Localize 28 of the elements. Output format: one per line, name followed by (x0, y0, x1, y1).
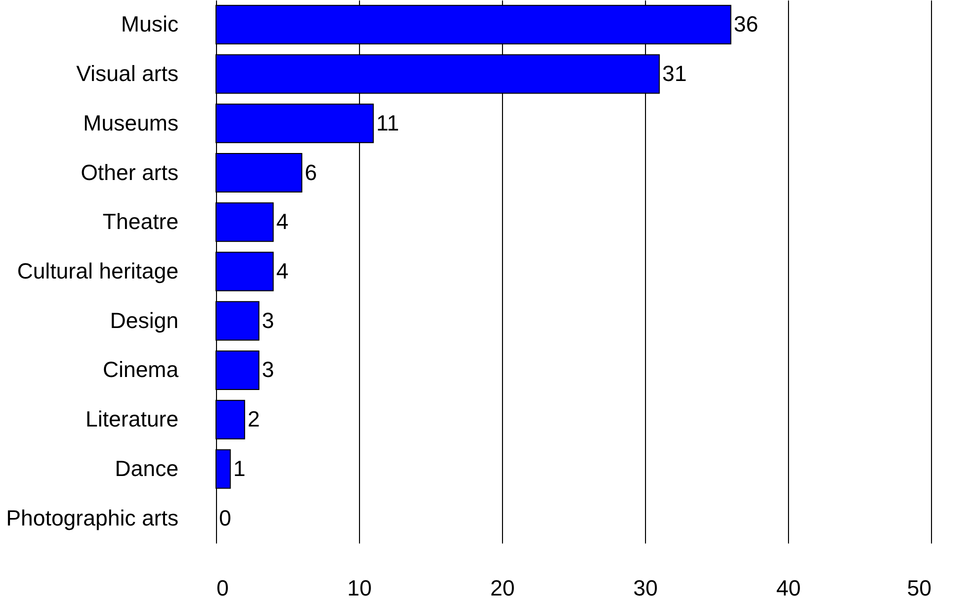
y-tick-label: Dance (114, 456, 178, 481)
y-tick-label: Cinema (102, 357, 180, 382)
x-tick-label: 40 (776, 576, 801, 600)
y-tick-label: Photographic arts (6, 505, 178, 530)
y-tick-label: Cultural heritage (17, 258, 178, 284)
data-label: 6 (304, 160, 318, 185)
y-tick-label: Literature (86, 406, 178, 432)
data-label: 0 (219, 505, 232, 530)
x-tick-label: 30 (633, 576, 658, 600)
y-tick-label: Design (110, 308, 178, 333)
y-tick-label: Theatre (102, 209, 178, 234)
data-label: 11 (376, 110, 400, 136)
data-label: 4 (276, 209, 288, 234)
x-tick-label: 20 (490, 576, 515, 600)
data-label: 3 (262, 308, 274, 333)
y-tick-label: Other arts (80, 160, 178, 185)
data-label: 3 (262, 357, 274, 382)
data-label: 36 (734, 12, 758, 37)
data-label: 2 (248, 406, 260, 432)
x-tick-label: 10 (347, 576, 372, 600)
data-label: 1 (233, 456, 246, 481)
y-tick-label: Museums (83, 110, 178, 136)
y-tick-label: Music (121, 12, 178, 37)
x-tick-label: 0 (216, 576, 229, 600)
data-label: 4 (276, 258, 288, 284)
x-tick-label: 50 (907, 576, 932, 600)
data-label: 31 (662, 61, 687, 86)
y-tick-label: Visual arts (76, 61, 178, 86)
